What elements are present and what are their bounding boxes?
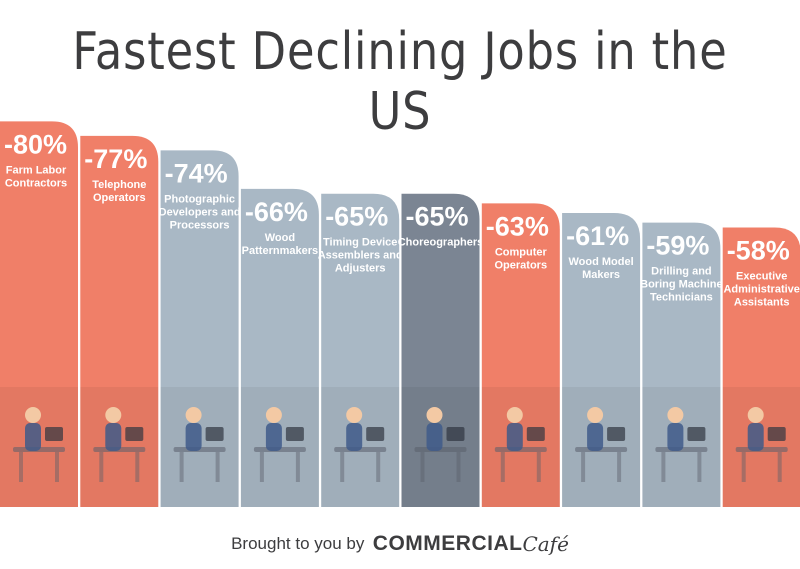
- bar-farm-labor-contractors: [0, 121, 78, 508]
- category-label-computer-operators: Operators: [495, 259, 548, 271]
- category-label-farm-labor-contractors: Farm Labor: [6, 164, 67, 176]
- category-label-choreographers: Choreographers: [398, 237, 484, 249]
- category-label-executive-administrative-assistants: Assistants: [734, 296, 790, 308]
- category-label-farm-labor-contractors: Contractors: [5, 177, 67, 189]
- value-label-computer-operators: -63%: [486, 211, 549, 241]
- model-maker-icon: [575, 407, 628, 482]
- category-label-timing-device-assemblers-and-adjusters: Timing Device: [323, 237, 397, 249]
- category-label-drilling-and-boring-machine-technicians: Boring Machine: [640, 279, 723, 291]
- category-label-wood-model-makers: Makers: [582, 269, 620, 281]
- category-label-wood-model-makers: Wood Model: [569, 256, 634, 268]
- category-label-computer-operators: Computer: [495, 246, 548, 258]
- category-label-wood-patternmakers: Wood: [265, 232, 295, 244]
- watchmaker-icon: [334, 407, 387, 482]
- computer-operator-icon: [494, 407, 547, 482]
- footer: Brought to you by COMMERCIALCafé: [0, 532, 800, 556]
- bar-photographic-developers-and-processors: [160, 150, 239, 507]
- value-label-executive-administrative-assistants: -58%: [727, 235, 790, 265]
- value-label-choreographers: -65%: [406, 202, 469, 232]
- category-label-executive-administrative-assistants: Executive: [736, 270, 787, 282]
- category-label-photographic-developers-and-processors: Processors: [170, 219, 230, 231]
- value-label-telephone-operators: -77%: [84, 144, 147, 174]
- footer-prefix: Brought to you by: [231, 534, 365, 553]
- executive-assistant-icon: [735, 407, 788, 482]
- value-label-drilling-and-boring-machine-technicians: -59%: [646, 231, 709, 261]
- bar-telephone-operators: [80, 135, 159, 508]
- category-label-photographic-developers-and-processors: Developers and: [159, 206, 241, 218]
- category-label-drilling-and-boring-machine-technicians: Technicians: [650, 292, 713, 304]
- category-label-executive-administrative-assistants: Administrative: [723, 283, 799, 295]
- camera-equipment-icon: [173, 407, 226, 482]
- value-label-photographic-developers-and-processors: -74%: [165, 158, 228, 188]
- category-label-wood-patternmakers: Patternmakers: [242, 245, 318, 257]
- value-label-wood-model-makers: -61%: [566, 221, 629, 251]
- brand-logo-suffix: Café: [522, 532, 569, 556]
- telephone-operator-icon: [93, 407, 146, 482]
- value-label-wood-patternmakers: -66%: [245, 197, 308, 227]
- category-label-timing-device-assemblers-and-adjusters: Adjusters: [335, 263, 386, 275]
- category-label-telephone-operators: Operators: [93, 192, 146, 204]
- dancers-icon: [414, 407, 467, 482]
- brand-logo: COMMERCIAL: [372, 532, 523, 555]
- driller-icon: [655, 407, 708, 482]
- category-label-drilling-and-boring-machine-technicians: Drilling and: [651, 266, 712, 278]
- farm-scene-icon: [13, 407, 65, 482]
- category-label-photographic-developers-and-processors: Photographic: [164, 193, 235, 205]
- category-label-telephone-operators: Telephone: [92, 179, 146, 191]
- bars-group: -80%Farm LaborContractors-77%TelephoneOp…: [0, 121, 800, 508]
- page-title: Fastest Declining Jobs in the US: [72, 22, 728, 142]
- value-label-timing-device-assemblers-and-adjusters: -65%: [325, 202, 388, 232]
- woodworker-icon: [253, 407, 306, 482]
- category-label-timing-device-assemblers-and-adjusters: Assemblers and: [318, 250, 403, 262]
- value-label-farm-labor-contractors: -80%: [4, 129, 67, 159]
